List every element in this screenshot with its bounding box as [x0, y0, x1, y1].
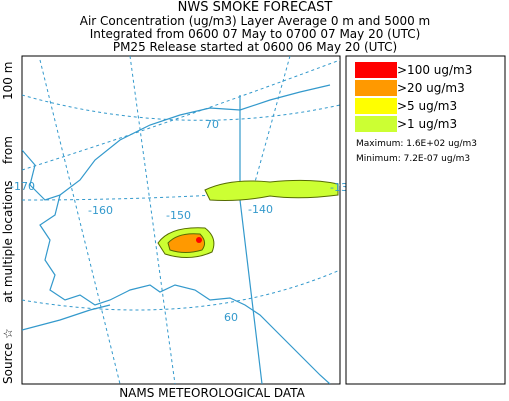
subtitle: PM25 Release started at 0600 06 May 20 (…: [113, 40, 397, 54]
side-text: from: [1, 136, 15, 164]
plume-area: [196, 237, 202, 243]
map: -170 -160 -150 -140 -130 70 60: [10, 55, 355, 385]
subtitle: Integrated from 0600 07 May to 0700 07 M…: [90, 27, 421, 41]
graticule: [22, 269, 340, 311]
coastline: [22, 149, 331, 384]
legend-label: >100 ug/m3: [397, 63, 472, 77]
legend-swatch: [355, 116, 397, 132]
side-text: 100 m: [1, 62, 15, 100]
map-label: -160: [88, 204, 113, 217]
legend-label: >5 ug/m3: [397, 99, 457, 113]
map-label: 70: [205, 118, 219, 131]
coastline: [22, 304, 111, 331]
graticule: [22, 94, 340, 121]
map-label: -170: [10, 180, 35, 193]
map-label: -140: [248, 203, 273, 216]
graticule: [22, 184, 340, 201]
legend: Maximum: 1.6E+02 ug/m3 Minimum: 7.2E-07 …: [345, 55, 506, 385]
minimum: Minimum: 7.2E-07 ug/m3: [356, 154, 470, 164]
legend-swatch: [355, 98, 397, 114]
map-label: -150: [166, 209, 191, 222]
title: NWS SMOKE FORECAST: [178, 0, 333, 15]
plume-area: [167, 233, 206, 253]
side-text: at multiple locations: [1, 180, 15, 303]
plume-area: [204, 179, 339, 201]
legend-label: >1 ug/m3: [397, 117, 457, 131]
footer: NAMS METEOROLOGICAL DATA: [119, 386, 305, 400]
side-label: Source ☆ at multiple locations from 100 …: [1, 62, 15, 384]
smoke-plume: [157, 179, 339, 258]
legend-swatch: [355, 80, 397, 96]
coastline: [59, 84, 331, 196]
graticule: [249, 56, 291, 201]
graticule: [22, 59, 340, 171]
side-text: Source ☆: [1, 328, 15, 384]
subtitle: Air Concentration (ug/m3) Layer Average …: [80, 14, 431, 28]
graticule: [39, 59, 121, 384]
map-label: 60: [224, 311, 238, 324]
maximum: Maximum: 1.6E+02 ug/m3: [356, 139, 477, 149]
map-frame: [21, 55, 341, 385]
graticule: [129, 56, 176, 384]
legend-label: >20 ug/m3: [397, 81, 465, 95]
legend-swatch: [355, 62, 397, 78]
